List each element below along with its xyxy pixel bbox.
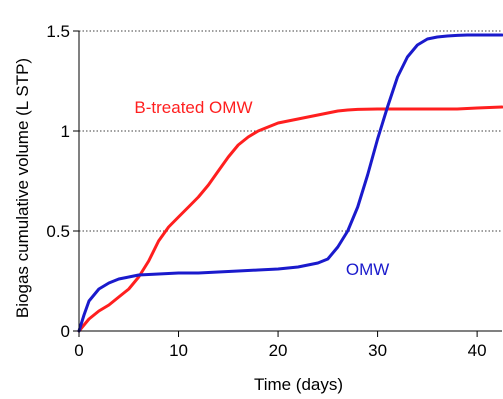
y-tick-label: 1.5: [46, 22, 70, 41]
series-line-b-treated-omw: [77, 105, 503, 333]
x-tick-label: 40: [468, 341, 487, 360]
x-tick-label: 10: [169, 341, 188, 360]
series-annotations: B-treated OMW OMW: [134, 98, 389, 279]
x-tick-label: 20: [269, 341, 288, 360]
series-line-omw: [77, 33, 503, 333]
y-tick-label: 1: [61, 122, 70, 141]
axes: [78, 31, 502, 332]
y-tick-label: 0.5: [46, 222, 70, 241]
x-ticks: 0 10 20 30 40: [74, 331, 487, 360]
x-axis-title: Time (days): [254, 375, 343, 394]
y-ticks: 0 0.5 1 1.5: [46, 22, 79, 341]
series-lines: [77, 33, 503, 333]
y-tick-label: 0: [61, 322, 70, 341]
label-omw: OMW: [346, 260, 389, 279]
x-tick-label: 30: [368, 341, 387, 360]
x-tick-label: 0: [74, 341, 83, 360]
gridlines: [79, 30, 502, 232]
y-axis-title: Biogas cumulative volume (L STP): [13, 58, 32, 318]
label-b-treated-omw: B-treated OMW: [134, 98, 252, 117]
